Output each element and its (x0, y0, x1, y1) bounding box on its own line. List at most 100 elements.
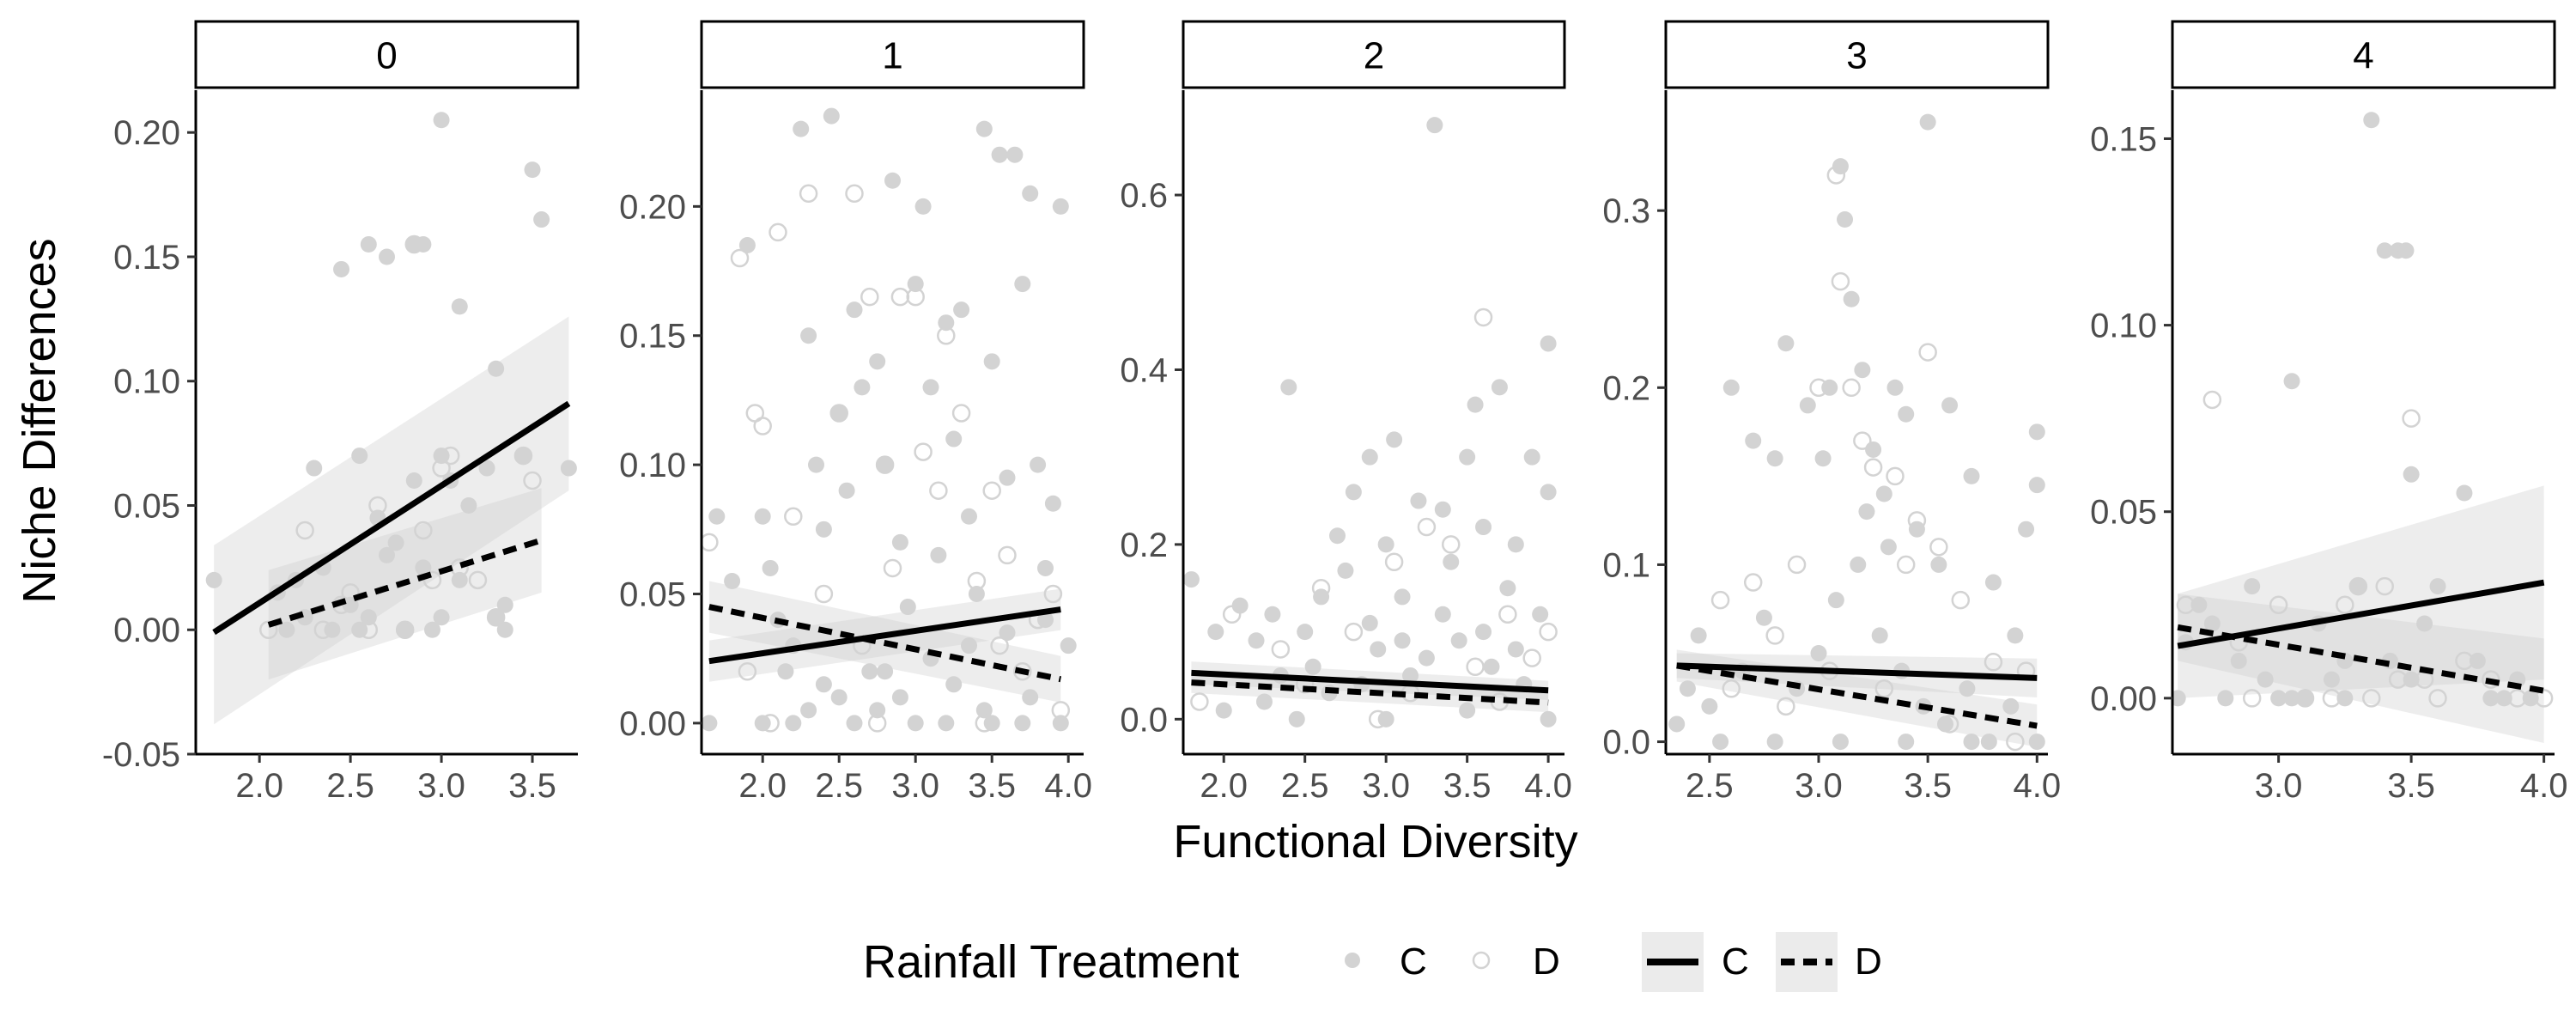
data-point-d (1466, 657, 1485, 677)
data-point-d (468, 570, 488, 590)
data-point-c (991, 146, 1008, 163)
data-point-c (1255, 693, 1273, 710)
data-point-d (1311, 579, 1331, 598)
data-point-c (1345, 484, 1362, 501)
y-tick-label: 0.15 (2090, 120, 2157, 158)
data-point-c (1014, 715, 1031, 732)
y-tick-label: 0.20 (619, 188, 686, 226)
data-point-c (1507, 536, 1524, 553)
data-point-c (830, 405, 848, 422)
data-point-c (1701, 697, 1718, 715)
data-point-c (724, 572, 741, 589)
data-point-d (1874, 679, 1894, 698)
data-point-c (738, 236, 756, 253)
y-tick-label: 0.05 (113, 487, 180, 525)
data-point-c (1814, 450, 1832, 467)
data-point-c (1755, 609, 1772, 626)
data-point-c (1030, 456, 1047, 473)
data-point-c (2190, 596, 2208, 613)
y-tick-label: 0.0 (1602, 724, 1650, 762)
data-point-d (1043, 584, 1063, 604)
data-point-c (1540, 710, 1557, 728)
data-point-c (1264, 606, 1281, 623)
data-point-c (560, 460, 577, 477)
facet-panel-2: 2 0.0 0.2 0.4 0.6 2.0 2.5 3.0 3.5 4.0 (1120, 20, 1572, 805)
data-point-c (815, 521, 832, 538)
data-point-c (351, 447, 368, 465)
x-tick-label: 2.5 (815, 767, 863, 805)
facet-strip-label: 3 (1846, 35, 1867, 77)
data-point-d (1826, 166, 1846, 185)
fit-line-d (1676, 662, 2038, 729)
data-point-c (1280, 379, 1297, 396)
data-point-d (1384, 552, 1404, 571)
data-point-c (2482, 690, 2500, 707)
data-point-d (967, 571, 987, 591)
facet-strip (1664, 20, 2050, 89)
data-point-c (306, 460, 323, 477)
data-point-d (1886, 466, 1905, 486)
data-point-d (1539, 622, 1558, 642)
data-point-c (930, 546, 947, 563)
data-point-c (975, 120, 993, 137)
data-point-c (1475, 624, 1492, 641)
data-point-c (877, 456, 894, 473)
data-point-c (1394, 588, 1411, 606)
facet-strip (1182, 20, 1566, 89)
y-tick-label: 0.00 (619, 705, 686, 743)
data-point-d (814, 584, 834, 604)
data-point-c (938, 715, 955, 732)
data-point-c (514, 447, 532, 465)
facet-panel-4: 4 0.00 0.05 0.10 0.15 3.0 3.5 4.0 (2090, 20, 2568, 805)
data-point-d (2482, 670, 2500, 689)
data-point-c (1060, 637, 1077, 654)
data-point-c (379, 546, 395, 563)
x-tick-label: 3.5 (968, 767, 1016, 805)
data-point-d (998, 545, 1017, 565)
data-point-c (1963, 734, 1980, 751)
data-point-c (1668, 715, 1686, 733)
x-tick-label: 3.5 (1904, 767, 1952, 805)
data-point-c (1370, 641, 1387, 658)
data-point-c (1304, 658, 1321, 675)
legend-title: Rainfall Treatment (863, 936, 1239, 988)
data-point-c (451, 571, 468, 588)
data-point-c (2018, 521, 2035, 538)
data-point-c (777, 663, 794, 680)
data-point-c (754, 508, 771, 525)
data-point-c (1690, 627, 1707, 644)
data-point-d (359, 620, 379, 639)
data-point-c (1963, 467, 1980, 484)
data-point-c (968, 586, 985, 603)
x-tick-label: 3.5 (2387, 767, 2435, 805)
data-point-c (869, 353, 886, 370)
facet-strip-label: 1 (882, 35, 902, 77)
data-point-c (533, 211, 550, 228)
data-point-c (2397, 242, 2415, 259)
x-tick-label: 4.0 (2520, 767, 2568, 805)
data-point-d (1863, 458, 1883, 477)
data-point-d (2242, 689, 2262, 708)
data-point-c (1450, 632, 1467, 649)
legend-point-c-label: C (1400, 941, 1427, 983)
legend-line-c-label: C (1722, 941, 1749, 983)
y-tick-label: 0.15 (113, 239, 180, 277)
data-point-c (702, 715, 718, 732)
data-point-d (1473, 307, 1493, 327)
x-tick-label: 2.5 (1281, 767, 1329, 805)
data-point-c (1843, 290, 1860, 307)
data-point-c (961, 637, 977, 654)
data-point-d (486, 608, 506, 627)
data-point-c (1207, 624, 1224, 641)
data-point-d (875, 455, 895, 474)
data-point-c (793, 120, 810, 137)
fit-line-c (708, 606, 1061, 665)
data-point-c (1467, 396, 1484, 413)
data-point-c (1959, 680, 1976, 697)
data-point-c (2376, 242, 2393, 259)
x-tick-label: 3.0 (417, 767, 465, 805)
data-point-c (891, 533, 908, 551)
legend-point-c-symbol (1345, 953, 1360, 968)
data-point-c (854, 379, 871, 396)
y-tick-label: 0.00 (2090, 680, 2157, 718)
